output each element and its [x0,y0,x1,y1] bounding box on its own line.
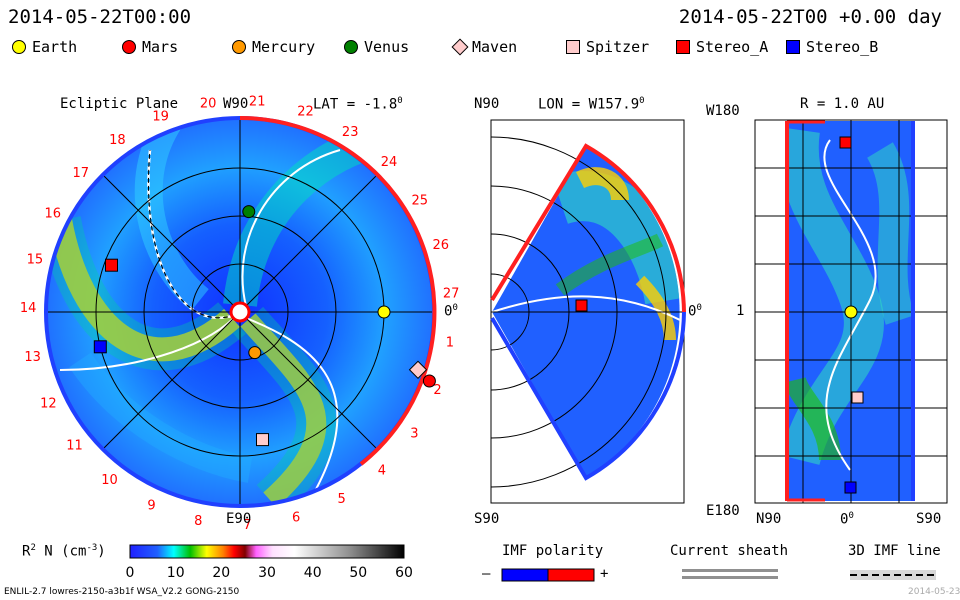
venus-marker [242,205,256,219]
radial-x-n90: N90 [756,511,782,527]
stereo-a-marker [105,258,118,272]
spitzer-marker [256,433,269,447]
carrington-label: 10 [101,473,118,488]
square-icon [786,40,800,54]
ecliptic-title: Ecliptic Plane [60,96,179,112]
footer-left: ENLIL-2.7 lowres-2150-a3b1f WSA_V2.2 GON… [4,587,240,597]
carrington-label: 3 [410,427,418,442]
date-left: 2014-05-22T00:00 [8,6,192,28]
spitzer-marker-radial [851,391,864,404]
stereo-b-marker-radial [844,481,857,494]
carrington-label: 1 [446,336,454,351]
imf-title: IMF polarity [502,543,604,559]
mercury-marker [248,346,262,360]
radial-bottom-left: E180 [706,503,740,519]
meridional-right-label: 00 [688,303,702,320]
ecliptic-right-label: 00 [444,303,458,320]
carrington-label: 14 [20,301,37,316]
legend-earth: Earth [12,38,77,56]
carrington-label: 12 [40,397,57,412]
carrington-label: 27 [443,286,460,301]
maven-marker [408,360,428,379]
colorbar-label: R2 N (cm-3) [22,543,106,560]
colorbar-tick-label: 30 [258,565,276,581]
colorbar-tick-label: 10 [167,565,185,581]
carrington-label: 11 [66,439,83,454]
ecliptic-lat: LAT = -1.80 [313,96,403,113]
stereo-a-marker-meridional [575,299,588,312]
stereo-b-marker [93,340,107,354]
meridional-panel [490,119,686,504]
circle-icon [122,40,136,54]
carrington-label: 23 [342,125,359,140]
legend-stereo-b: Stereo_B [786,38,878,56]
legend-stereo-a: Stereo_A [676,38,768,56]
carrington-label: 16 [45,207,62,222]
circle-icon [12,40,26,54]
carrington-label: 5 [338,492,346,507]
sun-marker [229,301,251,323]
legend-maven: Maven [451,38,517,56]
legend-mercury: Mercury [232,38,315,56]
carrington-label: 8 [194,514,202,529]
carrington-label: 17 [73,166,90,181]
earth-marker [377,305,391,319]
square-icon [566,40,580,54]
colorbar-tick-label: 0 [126,565,135,581]
radial-x-0: 00 [840,511,854,528]
imf3d-title: 3D IMF line [848,543,941,559]
ecliptic-top-label: W90 [223,96,249,112]
legend-spitzer: Spitzer [566,38,649,56]
radial-x-s90: S90 [916,511,942,527]
carrington-label: 24 [381,155,398,170]
imf-minus: – [482,566,491,582]
carrington-label: 25 [412,194,429,209]
sheath-title: Current sheath [670,543,789,559]
carrington-label: 4 [378,464,386,479]
square-icon [676,40,690,54]
radial-top-left: W180 [706,103,740,119]
radial-panel [754,119,948,504]
carrington-label: 18 [109,133,126,148]
radial-title: R = 1.0 AU [800,96,885,112]
circle-icon [232,40,246,54]
carrington-label: 22 [297,104,314,119]
carrington-label: 19 [152,109,169,124]
carrington-label: 15 [27,252,44,267]
legend-mars: Mars [122,38,178,56]
carrington-label: 26 [433,238,450,253]
carrington-label: 7 [243,518,251,533]
radial-mid-left: 1 [736,303,745,319]
colorbar-tick-label: 60 [395,565,413,581]
carrington-label: 6 [292,511,300,526]
meridional-bottom-left: S90 [474,511,500,527]
ecliptic-bottom-label: E90 [226,511,252,527]
colorbar-tick-label: 20 [212,565,230,581]
stereo-a-marker-radial [839,136,852,149]
carrington-label: 13 [24,350,41,365]
colorbar-tick-label: 50 [349,565,367,581]
mars-marker [422,374,436,388]
circle-icon [344,40,358,54]
legend-venus: Venus [344,38,409,56]
carrington-label: 2 [433,383,441,398]
imf-negative [501,568,549,582]
carrington-label: 9 [147,499,155,514]
carrington-label: 21 [249,95,266,110]
footer-right: 2014-05-23 [908,587,960,597]
imf-positive [547,568,595,582]
carrington-label: 20 [200,96,217,111]
imf-plus: + [600,566,609,582]
meridional-top-left: N90 [474,96,500,112]
earth-marker-radial [844,305,858,319]
date-right: 2014-05-22T00 +0.00 day [678,6,942,28]
colorbar [129,544,405,559]
colorbar-tick-label: 40 [304,565,322,581]
colorbar-ticks: 0 10 20 30 40 50 60 [126,565,413,581]
ecliptic-bodies [93,205,436,447]
meridional-lon: LON = W157.90 [538,96,645,113]
